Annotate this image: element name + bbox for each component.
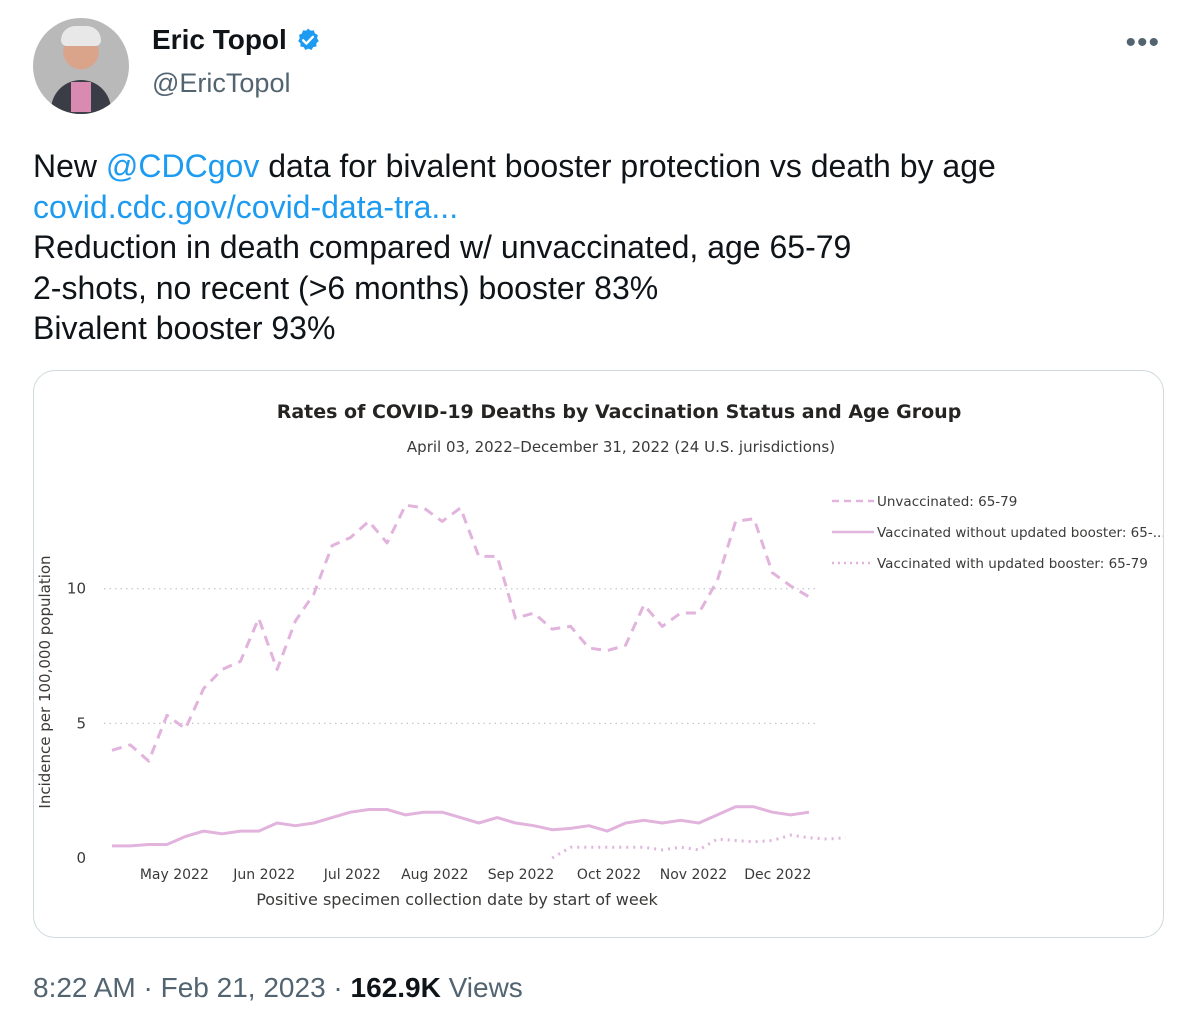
series-line <box>551 833 846 860</box>
x-tick-label: Sep 2022 <box>488 867 554 883</box>
more-options-icon[interactable]: ••• <box>1125 26 1160 59</box>
views-label: Views <box>440 972 523 1003</box>
series-line <box>112 805 810 848</box>
tweet-line-1: New @CDCgov data for bivalent booster pr… <box>33 146 1153 187</box>
tweet-line1-suffix: data for bivalent booster protection vs … <box>259 148 996 184</box>
legend-label: Vaccinated with updated booster: 65-79 <box>877 556 1148 572</box>
tweet-line-4: 2-shots, no recent (>6 months) booster 8… <box>33 269 659 306</box>
x-tick-label: Jul 2022 <box>323 867 381 883</box>
y-axis-label: Incidence per 100,000 population <box>36 555 54 808</box>
author-name[interactable]: Eric Topol <box>152 24 287 55</box>
x-tick-label: Jun 2022 <box>232 867 295 883</box>
x-tick-label: Oct 2022 <box>577 867 641 883</box>
verified-check-icon <box>297 28 319 50</box>
tweet-date[interactable]: Feb 21, 2023 <box>160 972 326 1003</box>
tweet-text: New @CDCgov data for bivalent booster pr… <box>33 146 1153 349</box>
views-count: 162.9K <box>350 972 441 1003</box>
tweet-time[interactable]: 8:22 AM <box>33 972 136 1003</box>
avatar-collar <box>71 82 91 112</box>
tweet-line-3: Reduction in death compared w/ unvaccina… <box>33 229 852 265</box>
tweet-meta: 8:22 AM · Feb 21, 2023 · 162.9K Views <box>33 972 523 1004</box>
author-name-row: Eric Topol <box>152 24 321 56</box>
media-card[interactable]: Rates of COVID-19 Deaths by Vaccination … <box>33 370 1164 938</box>
chart-title: Rates of COVID-19 Deaths by Vaccination … <box>277 401 962 423</box>
chart: Rates of COVID-19 Deaths by Vaccination … <box>36 401 1163 909</box>
author-avatar[interactable] <box>33 18 129 114</box>
tweet-line-5: Bivalent booster 93% <box>33 310 336 346</box>
x-tick-label: May 2022 <box>140 867 209 883</box>
y-tick-label: 5 <box>76 714 86 732</box>
avatar-hair <box>61 26 101 46</box>
legend-label: Unvaccinated: 65-79 <box>877 494 1017 510</box>
author-handle[interactable]: @EricTopol <box>152 68 291 98</box>
mention-link[interactable]: @CDCgov <box>105 148 260 184</box>
series-line <box>111 503 810 763</box>
meta-sep-2: · <box>325 972 351 1003</box>
chart-subtitle: April 03, 2022–December 31, 2022 (24 U.S… <box>407 438 835 456</box>
legend-label: Vaccinated without updated booster: 65-.… <box>877 525 1163 541</box>
x-axis-label: Positive specimen collection date by sta… <box>256 890 658 909</box>
url-link[interactable]: covid.cdc.gov/covid-data-tra... <box>33 188 459 225</box>
meta-sep-1: · <box>135 972 161 1003</box>
x-tick-label: Nov 2022 <box>660 867 727 883</box>
x-tick-label: Aug 2022 <box>401 867 468 883</box>
tweet-line1-prefix: New <box>33 148 106 184</box>
y-tick-label: 0 <box>76 849 86 867</box>
x-tick-label: Dec 2022 <box>744 867 811 883</box>
y-tick-label: 10 <box>67 580 86 598</box>
